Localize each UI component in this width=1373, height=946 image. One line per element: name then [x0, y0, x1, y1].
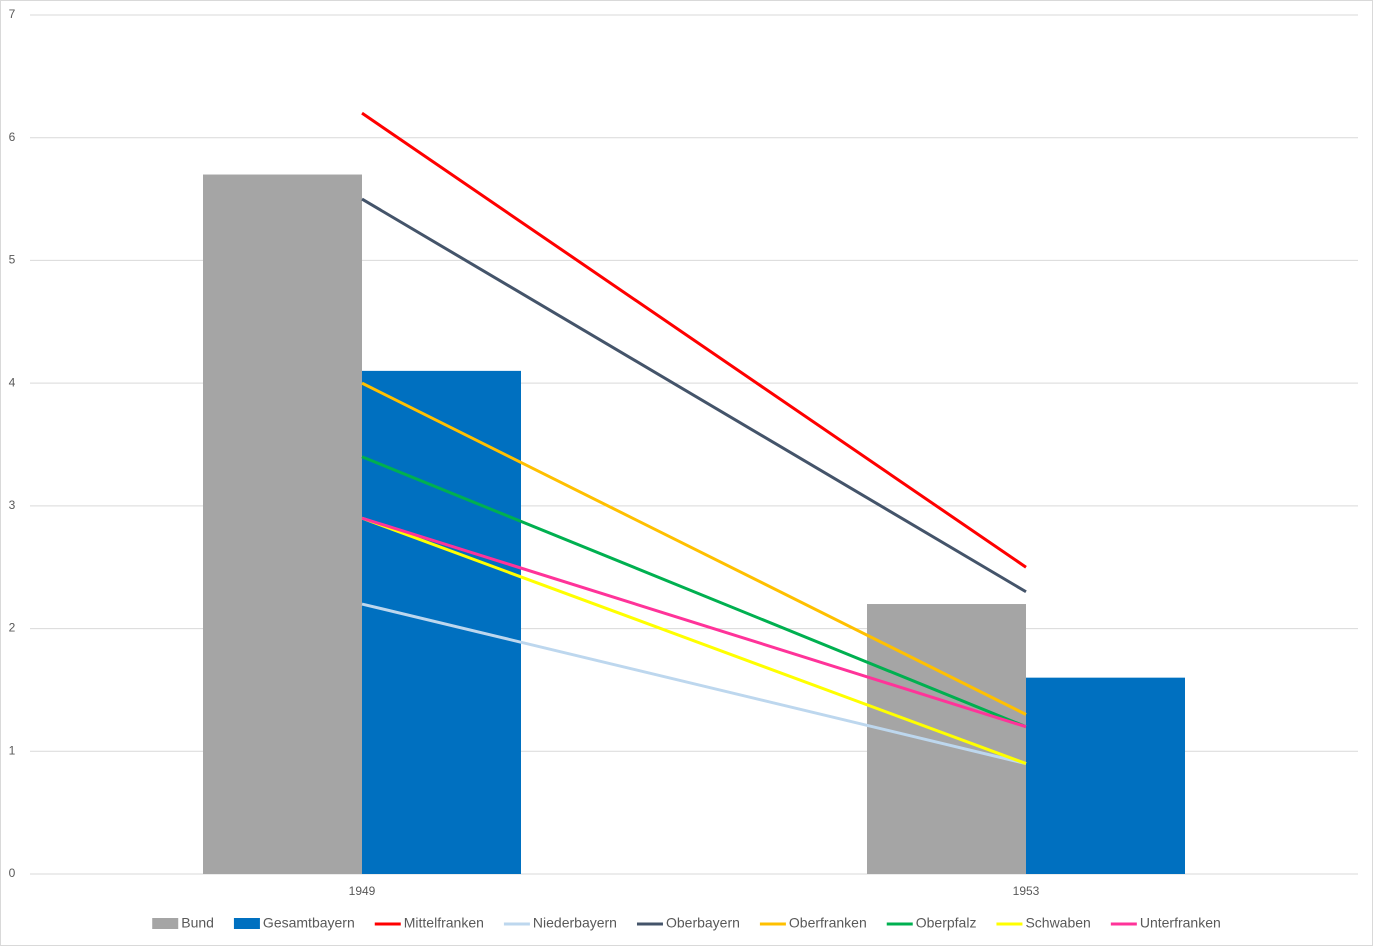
line-series [361, 381, 1027, 716]
legend-label: Bund [181, 915, 214, 931]
bar [1026, 677, 1185, 874]
y-tick-label: 3 [9, 498, 16, 512]
legend-label: Schwaben [1025, 915, 1090, 931]
legend-swatch [233, 918, 260, 929]
legend-label: Niederbayern [533, 915, 617, 931]
line-series [361, 455, 1027, 729]
line-series [361, 602, 1027, 766]
legend-label: Mittelfranken [404, 915, 484, 931]
y-tick-label: 7 [9, 7, 16, 21]
legend-label: Unterfranken [1140, 915, 1221, 931]
x-tick-label: 1949 [349, 884, 376, 898]
bar [203, 174, 362, 874]
y-tick-label: 4 [9, 375, 16, 389]
y-tick-label: 1 [9, 743, 16, 757]
line-series [361, 111, 1027, 569]
bar [867, 604, 1026, 874]
legend-label: Oberbayern [666, 915, 740, 931]
line-series [361, 516, 1027, 729]
legend-label: Oberfranken [789, 915, 867, 931]
y-tick-label: 6 [9, 130, 16, 144]
legend-swatch [152, 918, 179, 929]
line-series [361, 197, 1027, 594]
legend: Bund Gesamtbayern Mittelfranken Niederbayer… [152, 915, 1221, 931]
legend-label: Oberpfalz [916, 915, 977, 931]
y-tick-label: 0 [9, 866, 16, 880]
y-tick-label: 5 [9, 253, 16, 267]
legend-label: Gesamtbayern [263, 915, 355, 931]
x-tick-label: 1953 [1013, 884, 1040, 898]
y-tick-label: 2 [9, 621, 16, 635]
line-series [361, 516, 1027, 765]
